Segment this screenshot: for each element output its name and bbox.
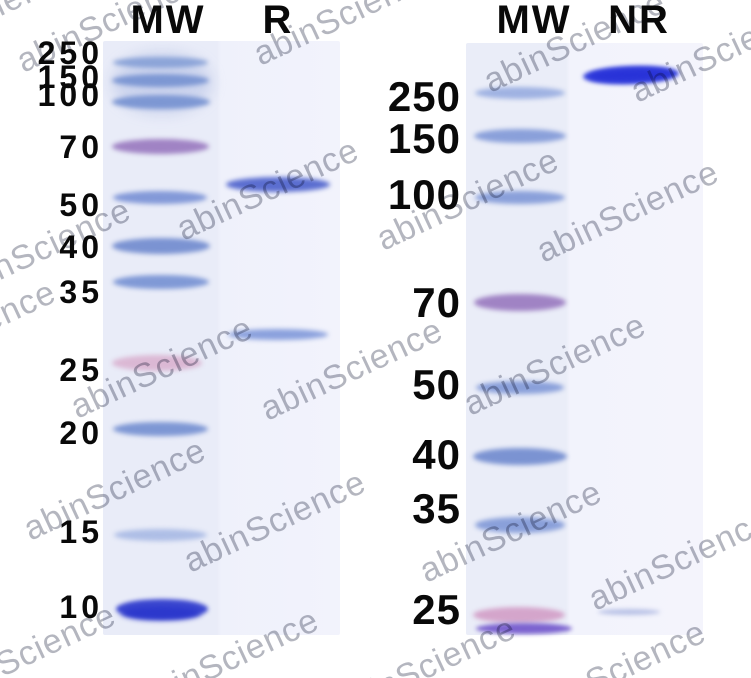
l-marker-label-40: 40 xyxy=(59,229,103,265)
nr-header-nr: NR xyxy=(608,0,670,42)
l-marker-label-70: 70 xyxy=(59,129,103,165)
nr-marker-label-25: 25 xyxy=(412,586,461,633)
nr-lane-band-faint xyxy=(598,609,660,615)
l-marker-label-15: 15 xyxy=(59,514,103,550)
l-marker-label-20: 20 xyxy=(59,415,103,451)
l-marker-label-100: 100 xyxy=(37,77,103,113)
nr-marker-band-70 xyxy=(474,294,566,311)
nr-marker-label-250: 250 xyxy=(387,73,461,120)
nr-marker-band-40 xyxy=(473,448,567,465)
nr-marker-band-100 xyxy=(475,191,565,204)
l-marker-label-35: 35 xyxy=(59,274,103,310)
l-marker-band-40 xyxy=(112,238,210,254)
l-marker-label-250: 250 xyxy=(37,35,103,71)
nr-marker-label-40: 40 xyxy=(412,431,461,478)
l-header-mw: MW xyxy=(130,0,206,42)
l-marker-label-50: 50 xyxy=(59,187,103,223)
l-marker-band-250 xyxy=(113,57,208,68)
r-lane-band-upper xyxy=(226,177,330,192)
nr-marker-label-150: 150 xyxy=(387,115,461,162)
nr-marker-label-70: 70 xyxy=(412,279,461,326)
nr-marker-label-35: 35 xyxy=(412,485,461,532)
nr-marker-label-50: 50 xyxy=(412,361,461,408)
l-marker-band-20 xyxy=(113,422,208,436)
l-marker-label-150: 150 xyxy=(37,59,103,95)
l-marker-band-35 xyxy=(113,275,209,289)
nr-marker-band-bottom-purple xyxy=(476,623,572,634)
nr-marker-label-100: 100 xyxy=(387,171,461,218)
nr-marker-band-35 xyxy=(475,517,565,533)
nr-marker-band-150 xyxy=(474,129,566,143)
nr-marker-band-50 xyxy=(476,381,564,394)
nr-header-mw: MW xyxy=(496,0,572,42)
l-marker-band-100 xyxy=(112,95,210,109)
l-marker-band-150 xyxy=(112,74,209,87)
nr-marker-band-25-pink xyxy=(473,607,565,623)
l-marker-band-25 xyxy=(112,355,202,371)
l-header-r: R xyxy=(262,0,294,42)
l-marker-band-15 xyxy=(114,529,207,541)
r-lane-band-lower xyxy=(228,329,328,340)
l-marker-label-25: 25 xyxy=(59,352,103,388)
l-marker-label-10: 10 xyxy=(59,589,103,625)
l-marker-band-70 xyxy=(112,139,209,154)
l-marker-band-50 xyxy=(113,191,207,204)
nr-marker-band-250 xyxy=(475,87,565,99)
l-marker-band-10-core xyxy=(121,606,201,620)
